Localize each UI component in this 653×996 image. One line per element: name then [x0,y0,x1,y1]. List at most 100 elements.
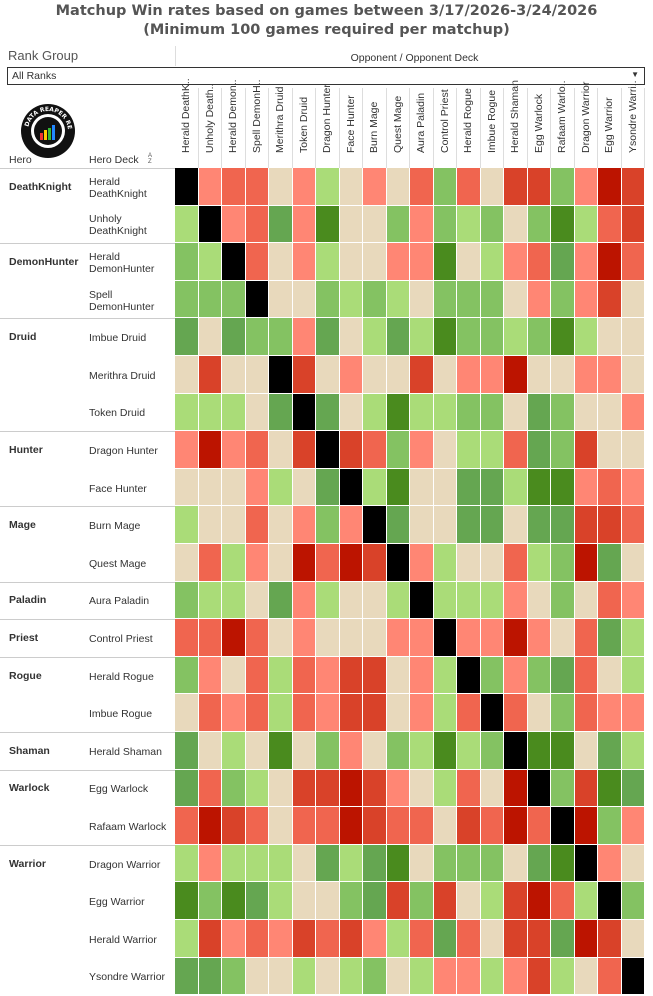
heatmap-cell[interactable] [481,356,504,393]
heatmap-cell[interactable] [457,281,480,318]
heatmap-cell[interactable] [199,168,222,205]
heatmap-cell[interactable] [269,394,292,431]
heatmap-cell[interactable] [340,394,363,431]
heatmap-cell[interactable] [316,807,339,844]
heatmap-cell[interactable] [457,168,480,205]
heatmap-cell[interactable] [316,506,339,543]
column-header[interactable]: Aura Paladin [410,88,434,168]
heatmap-cell[interactable] [175,694,198,731]
heatmap-cell[interactable] [551,582,574,619]
heatmap-cell[interactable] [457,243,480,280]
heatmap-cell[interactable] [598,920,621,957]
heatmap-cell[interactable] [504,619,527,656]
column-header[interactable]: Spell DemonH.. [246,88,270,168]
heatmap-cell[interactable] [551,958,574,995]
heatmap-cell[interactable] [293,356,316,393]
heatmap-cell-mirror[interactable] [575,845,598,882]
heatmap-cell[interactable] [598,506,621,543]
heatmap-cell[interactable] [434,544,457,581]
heatmap-cell[interactable] [598,807,621,844]
heatmap-cell-mirror[interactable] [598,882,621,919]
heatmap-cell[interactable] [410,544,433,581]
heatmap-cell[interactable] [222,845,245,882]
heatmap-cell[interactable] [269,657,292,694]
heatmap-cell[interactable] [387,431,410,468]
heatmap-cell[interactable] [434,657,457,694]
heatmap-cell[interactable] [551,318,574,355]
heatmap-cell[interactable] [622,920,645,957]
heatmap-cell[interactable] [410,657,433,694]
heatmap-cell[interactable] [434,845,457,882]
heatmap-cell[interactable] [340,168,363,205]
heatmap-cell[interactable] [504,582,527,619]
heatmap-cell-mirror[interactable] [457,657,480,694]
column-header[interactable]: Ysondre Warri.. [622,88,646,168]
heatmap-cell[interactable] [504,770,527,807]
heatmap-cell[interactable] [481,506,504,543]
heatmap-cell[interactable] [340,694,363,731]
heatmap-cell[interactable] [246,882,269,919]
heatmap-cell[interactable] [269,958,292,995]
heatmap-cell[interactable] [199,807,222,844]
heatmap-cell[interactable] [363,318,386,355]
heatmap-cell[interactable] [222,807,245,844]
heatmap-cell[interactable] [269,845,292,882]
heatmap-cell[interactable] [434,770,457,807]
heatmap-cell[interactable] [363,619,386,656]
heatmap-cell[interactable] [175,356,198,393]
heatmap-cell[interactable] [363,657,386,694]
heatmap-cell[interactable] [434,243,457,280]
heatmap-cell[interactable] [481,958,504,995]
heatmap-cell[interactable] [410,243,433,280]
heatmap-cell[interactable] [387,394,410,431]
column-header[interactable]: Herald DeathK.. [175,88,199,168]
heatmap-cell[interactable] [622,657,645,694]
heatmap-cell[interactable] [575,243,598,280]
heatmap-cell[interactable] [622,506,645,543]
heatmap-cell[interactable] [551,882,574,919]
heatmap-cell[interactable] [481,882,504,919]
heatmap-cell[interactable] [528,882,551,919]
heatmap-cell[interactable] [410,619,433,656]
heatmap-cell[interactable] [199,243,222,280]
heatmap-cell[interactable] [222,431,245,468]
heatmap-cell[interactable] [316,694,339,731]
column-header[interactable]: Imbue Rogue [481,88,505,168]
heatmap-cell[interactable] [293,619,316,656]
heatmap-cell[interactable] [622,845,645,882]
heatmap-cell[interactable] [222,394,245,431]
heatmap-cell[interactable] [434,920,457,957]
heatmap-cell[interactable] [269,544,292,581]
heatmap-cell[interactable] [363,770,386,807]
heatmap-cell[interactable] [340,958,363,995]
heatmap-cell[interactable] [293,582,316,619]
heatmap-cell[interactable] [434,318,457,355]
column-header[interactable]: Quest Mage [387,88,411,168]
heatmap-cell[interactable] [246,770,269,807]
heatmap-cell[interactable] [504,168,527,205]
heatmap-cell[interactable] [387,882,410,919]
heatmap-cell[interactable] [622,243,645,280]
heatmap-cell[interactable] [293,882,316,919]
heatmap-cell[interactable] [575,619,598,656]
heatmap-cell[interactable] [246,168,269,205]
heatmap-cell[interactable] [269,318,292,355]
heatmap-cell[interactable] [222,168,245,205]
heatmap-cell[interactable] [598,657,621,694]
heatmap-cell[interactable] [410,469,433,506]
heatmap-cell[interactable] [175,920,198,957]
heatmap-cell[interactable] [434,206,457,243]
heatmap-cell[interactable] [340,619,363,656]
column-header[interactable]: Merithra Druid [269,88,293,168]
heatmap-cell[interactable] [175,394,198,431]
heatmap-cell[interactable] [293,732,316,769]
heatmap-cell[interactable] [340,732,363,769]
heatmap-cell[interactable] [387,506,410,543]
column-header[interactable]: Face Hunter [340,88,364,168]
column-header[interactable]: Egg Warrior [598,88,622,168]
heatmap-cell[interactable] [528,582,551,619]
heatmap-cell[interactable] [340,356,363,393]
heatmap-cell[interactable] [622,168,645,205]
heatmap-cell[interactable] [598,694,621,731]
heatmap-cell[interactable] [457,882,480,919]
